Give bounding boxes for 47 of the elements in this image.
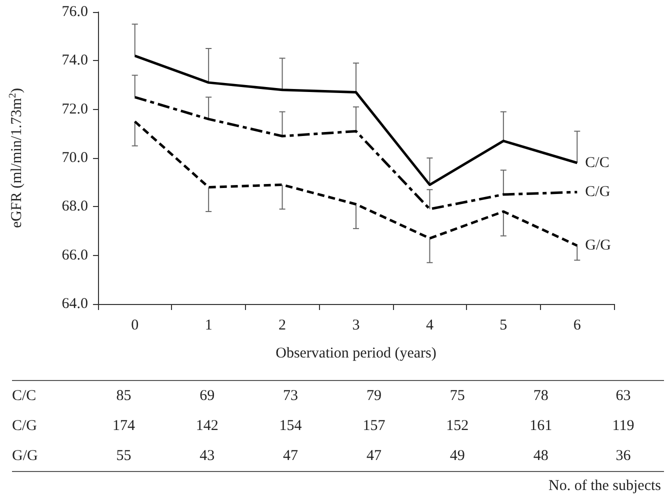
text: 43 — [198, 446, 216, 466]
x-tick-label: 2 — [278, 318, 286, 334]
text: 85 — [115, 386, 132, 406]
x-tick-label: 4 — [426, 318, 434, 334]
text: 154 — [278, 416, 303, 436]
x-tick-label: 1 — [204, 318, 212, 334]
x-tick-label: 0 — [131, 318, 139, 334]
text: 55 — [115, 446, 132, 466]
y-tick-label: 66.0 — [62, 247, 88, 264]
x-tick-label: 5 — [500, 318, 508, 334]
y-tick-label: 68.0 — [62, 198, 88, 215]
text: 49 — [448, 446, 466, 466]
text: No. of the subjects — [548, 478, 661, 494]
x-tick-label: 3 — [352, 318, 360, 334]
text: 47 — [365, 446, 382, 466]
text: 69 — [198, 386, 216, 406]
y-tick-label: 76.0 — [62, 4, 88, 20]
y-tick-label: 74.0 — [62, 52, 88, 69]
y-axis-title: eGFR (ml/min/1.73m2) — [8, 88, 25, 228]
text: 36 — [614, 446, 632, 466]
text: 75 — [448, 386, 466, 406]
text: 161 — [528, 416, 554, 436]
text: 152 — [445, 416, 470, 436]
text: C/C — [12, 386, 38, 406]
text: 73 — [282, 386, 300, 406]
series-label: G/G — [585, 238, 612, 254]
line-series — [134, 120, 578, 247]
text: 119 — [611, 416, 636, 436]
text: 142 — [194, 416, 220, 436]
x-tick-label: 6 — [573, 318, 582, 334]
x-axis-title: Observation period (years) — [276, 346, 436, 362]
text: 63 — [614, 386, 632, 406]
text: 79 — [365, 386, 382, 406]
line-series — [134, 96, 578, 210]
series-label: C/G — [585, 184, 610, 200]
y-tick-label: 72.0 — [62, 101, 88, 118]
text: 47 — [282, 446, 300, 466]
text: G/G — [12, 446, 39, 466]
text: 174 — [111, 416, 136, 436]
text: 157 — [362, 416, 386, 436]
y-tick-label: 64.0 — [62, 296, 88, 312]
text: 78 — [532, 386, 550, 406]
series-label: C/C — [585, 154, 610, 171]
text: C/G — [12, 416, 38, 436]
y-tick-label: 70.0 — [62, 150, 88, 166]
line-series — [134, 54, 578, 186]
text: 48 — [532, 446, 550, 466]
